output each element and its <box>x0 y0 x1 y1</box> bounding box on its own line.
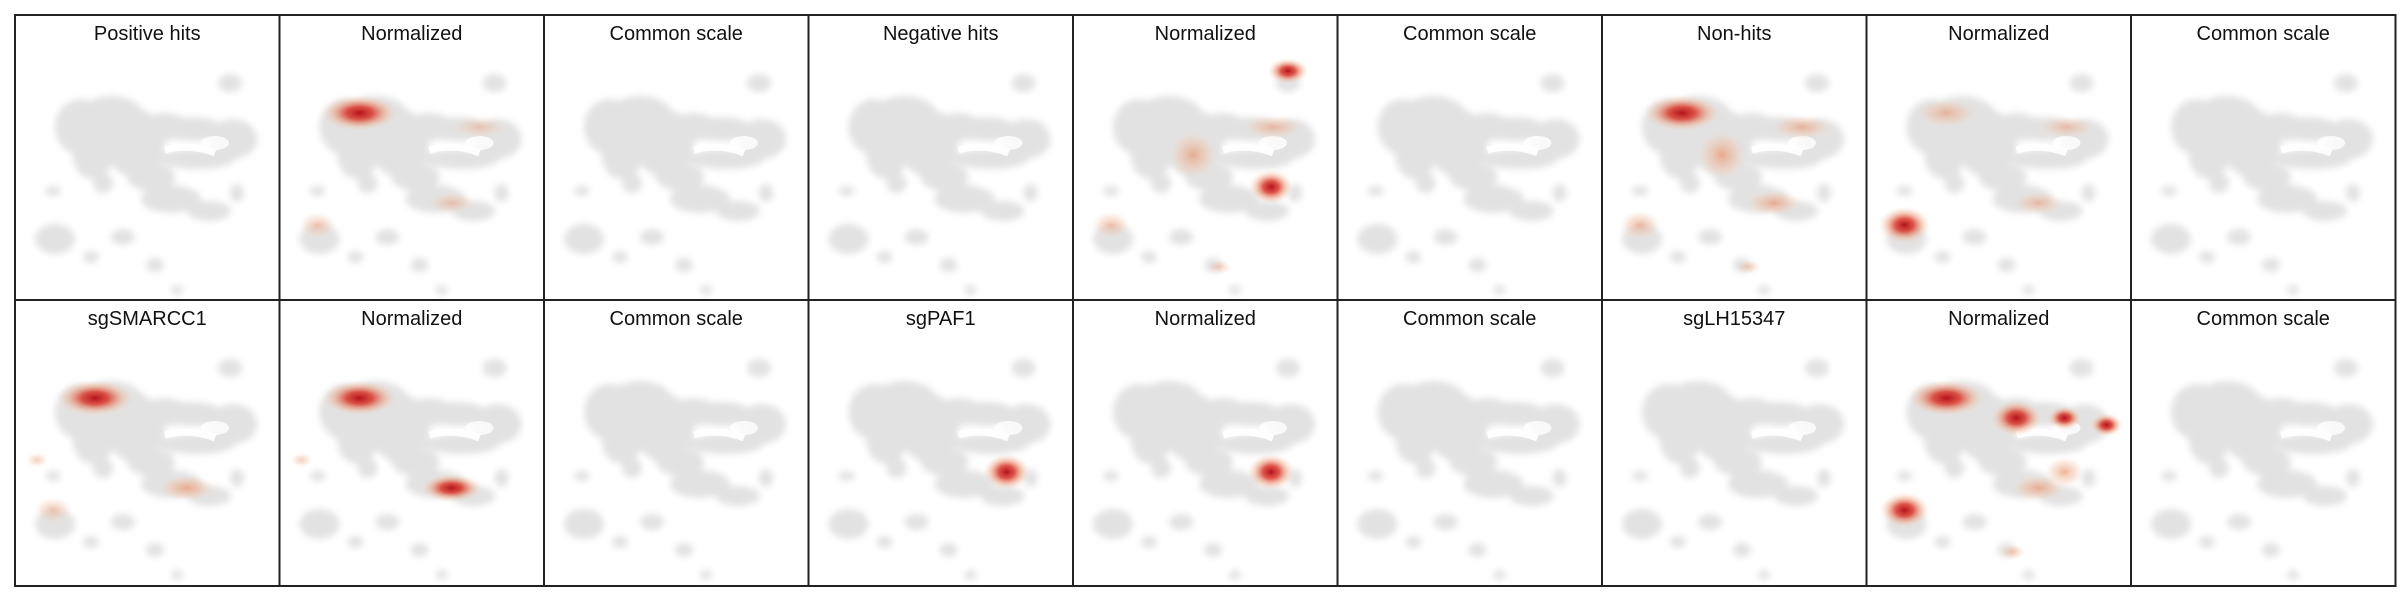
umap-cells <box>2151 359 2373 580</box>
panel-title: Negative hits <box>883 23 999 45</box>
density-hotspot-lower-left-blob <box>34 496 72 524</box>
density-hotspot-lower-left-blob <box>1879 492 1930 528</box>
panel-title: Common scale <box>610 308 743 330</box>
panel-2-2: Normalized <box>278 299 545 587</box>
density-hotspot-right-lower <box>2045 456 2084 488</box>
density-hotspot-center-lower <box>427 191 476 215</box>
density-hotspot-right-loop <box>1771 114 1833 140</box>
density-hotspot-right-loop <box>452 116 507 138</box>
density-hotspot-center-lower <box>420 473 483 503</box>
umap-cells <box>1622 359 1844 580</box>
density-hotspot-center <box>1169 131 1217 179</box>
umap-cells <box>829 74 1051 295</box>
panel-title: sgPAF1 <box>906 308 976 330</box>
umap-cells <box>564 74 786 295</box>
panel-title: Non-hits <box>1697 23 1771 45</box>
panel-1-9: Common scale <box>2130 14 2397 301</box>
panel-1-4: Negative hits <box>807 14 1074 301</box>
density-hotspot-lower-left-blob <box>1878 206 1931 244</box>
umap-cells <box>35 74 257 295</box>
panel-frame <box>2130 299 2397 587</box>
density-hotspot-center <box>1697 130 1747 180</box>
panel-title: Normalized <box>361 23 462 45</box>
panel-title: Common scale <box>610 23 743 45</box>
density-hotspot-bottom-small <box>1206 259 1232 275</box>
density-hotspot-lower-left-blob <box>1619 210 1661 240</box>
panels-layer: Positive hits Normalized Common scale Negat… <box>14 14 2397 587</box>
density-hotspot-left-upper <box>1908 380 1985 416</box>
umap-cells <box>1358 359 1580 580</box>
panel-title: Normalized <box>1948 23 2049 45</box>
density-hotspot-right-lower <box>1247 453 1295 491</box>
umap-cells <box>2151 74 2373 295</box>
panel-title: sgSMARCC1 <box>88 308 207 330</box>
panel-title: Common scale <box>1403 308 1536 330</box>
umap-cells <box>564 359 786 580</box>
density-hotspot-bottom-small <box>1999 544 2026 560</box>
panel-1-5: Normalized <box>1072 14 1339 301</box>
density-hotspot-left-upper <box>321 95 398 131</box>
panel-title: Normalized <box>1155 308 1256 330</box>
density-hotspot-left-upper <box>322 380 397 416</box>
density-hotspot-top-right-island <box>1267 58 1309 84</box>
density-hotspot-center-lower <box>1746 190 1802 216</box>
density-hotspot-bottom-small <box>1735 259 1761 275</box>
panel-2-9: Common scale <box>2130 299 2397 587</box>
density-hotspot-right-lower <box>983 453 1030 491</box>
panel-title: Common scale <box>2197 308 2330 330</box>
density-hotspot-lower-left-blob <box>298 211 337 239</box>
panel-2-1: sgSMARCC1 <box>14 299 281 587</box>
umap-cells <box>1358 74 1580 295</box>
panel-title: Normalized <box>361 308 462 330</box>
panel-1-2: Normalized <box>278 14 545 301</box>
density-hotspot-right-lower <box>1248 169 1294 205</box>
panel-2-7: sgLH15347 <box>1601 299 1868 587</box>
panel-2-8: Normalized <box>1865 299 2132 587</box>
panel-1-8: Normalized <box>1865 14 2132 301</box>
panel-2-4: sgPAF1 <box>807 299 1074 587</box>
density-hotspot-center-upper <box>1991 400 2042 436</box>
panel-1-6: Common scale <box>1336 14 1603 301</box>
panel-2-3: Common scale <box>543 299 810 587</box>
density-hotspot-right-loop <box>2038 115 2095 139</box>
panel-title: Normalized <box>1155 23 1256 45</box>
panel-title: Positive hits <box>94 23 201 45</box>
density-hotspot-right-loop-b <box>2090 413 2123 437</box>
panel-1-1: Positive hits <box>14 14 281 301</box>
panel-1-3: Common scale <box>543 14 810 301</box>
density-hotspot-far-left-small <box>290 452 313 468</box>
panel-title: Common scale <box>1403 23 1536 45</box>
density-hotspot-lower-left-blob <box>1091 211 1131 239</box>
density-hotspot-right-loop-a <box>2047 406 2082 430</box>
density-hotspot-left-upper <box>56 380 134 416</box>
density-hotspot-left-upper <box>1915 98 1978 128</box>
density-hotspot-right-loop <box>1243 115 1303 139</box>
panel-2-6: Common scale <box>1336 299 1603 587</box>
density-hotspot-far-left-small <box>25 452 49 468</box>
density-hotspot-left-upper <box>1643 95 1721 131</box>
panel-title: sgLH15347 <box>1683 308 1785 330</box>
density-hotspot-center-lower <box>158 474 216 502</box>
panel-2-5: Normalized <box>1072 299 1339 587</box>
panel-title: Common scale <box>2197 23 2330 45</box>
density-hotspot-center-lower <box>2013 191 2064 215</box>
panel-title: Normalized <box>1948 308 2049 330</box>
panel-1-7: Non-hits <box>1601 14 1868 301</box>
